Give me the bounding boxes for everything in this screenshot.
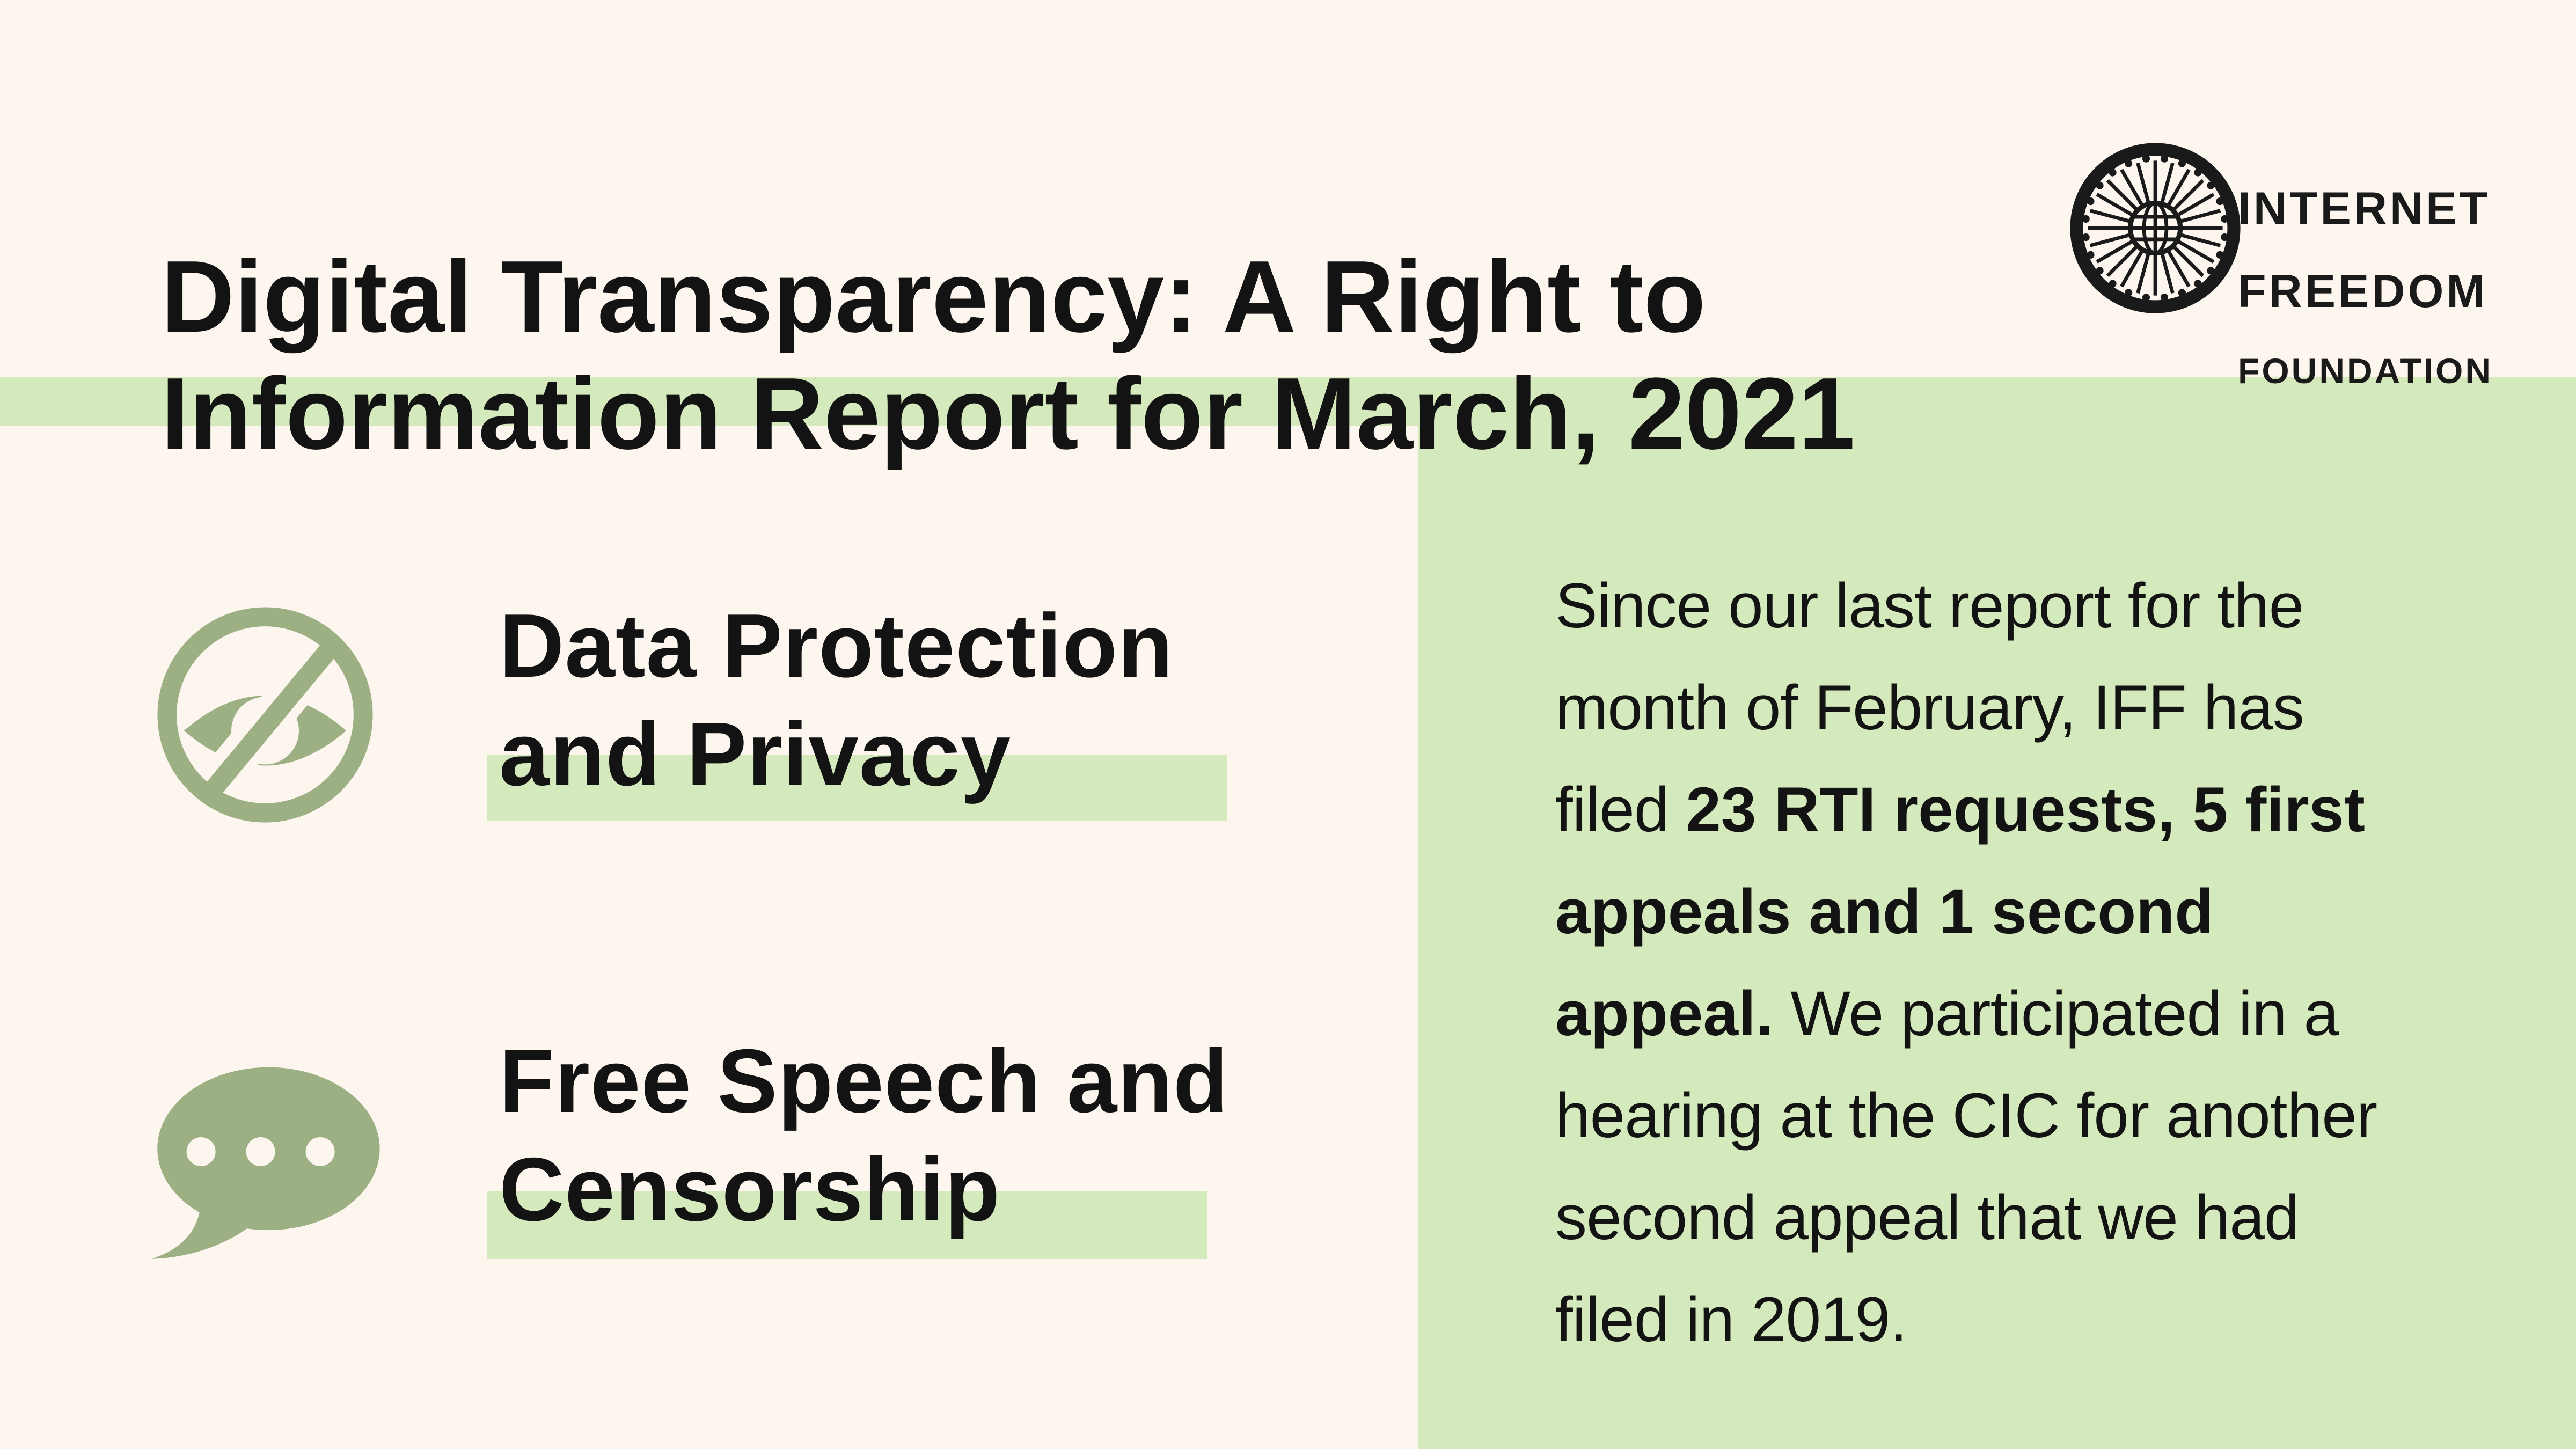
summary-line4-bold: appeals and 1 second <box>1555 876 2214 947</box>
chakra-globe-wheel-icon <box>2070 143 2241 313</box>
summary-panel-background <box>1418 377 2576 1449</box>
logo-wordmark-line2: FREEDOM <box>2238 266 2487 317</box>
topic2-label-line2: Censorship <box>499 1139 1001 1240</box>
summary-line6: hearing at the CIC for another <box>1555 1080 2377 1151</box>
title-highlight-strip <box>0 377 1418 426</box>
page-title: Digital Transparency: A Right to Informat… <box>161 238 2039 472</box>
summary-line5-regular: We participated in a <box>1773 978 2339 1049</box>
topic2-label: Free Speech and Censorship <box>499 1027 1229 1243</box>
topic1-highlight-bar <box>487 755 1227 821</box>
summary-line3-bold: 23 RTI requests, 5 first <box>1686 774 2365 845</box>
topic2-label-line1: Free Speech and <box>499 1030 1229 1131</box>
topic1-label-line2: and Privacy <box>499 704 1012 804</box>
summary-line1: Since our last report for the <box>1555 570 2304 641</box>
page-title-line2: Information Report for March, 2021 <box>161 357 1855 471</box>
logo-wordmark-line1: INTERNET <box>2238 183 2490 235</box>
speech-bubble-icon <box>151 1067 380 1259</box>
summary-text: Since our last report for the month of Fe… <box>1555 555 2527 1371</box>
topic2-highlight-bar <box>487 1191 1208 1259</box>
summary-line3-regular: filed <box>1555 774 1686 845</box>
topic1-label: Data Protection and Privacy <box>499 591 1174 808</box>
logo-wordmark-line3: FOUNDATION <box>2238 351 2493 391</box>
summary-line2: month of February, IFF has <box>1555 672 2304 743</box>
page-title-line1: Digital Transparency: A Right to <box>161 240 1706 354</box>
summary-line7: second appeal that we had <box>1555 1182 2300 1253</box>
topic1-label-line1: Data Protection <box>499 595 1174 696</box>
summary-line5-bold: appeal. <box>1555 978 1774 1049</box>
summary-line8: filed in 2019. <box>1555 1284 1907 1355</box>
eye-slash-icon <box>157 603 373 829</box>
